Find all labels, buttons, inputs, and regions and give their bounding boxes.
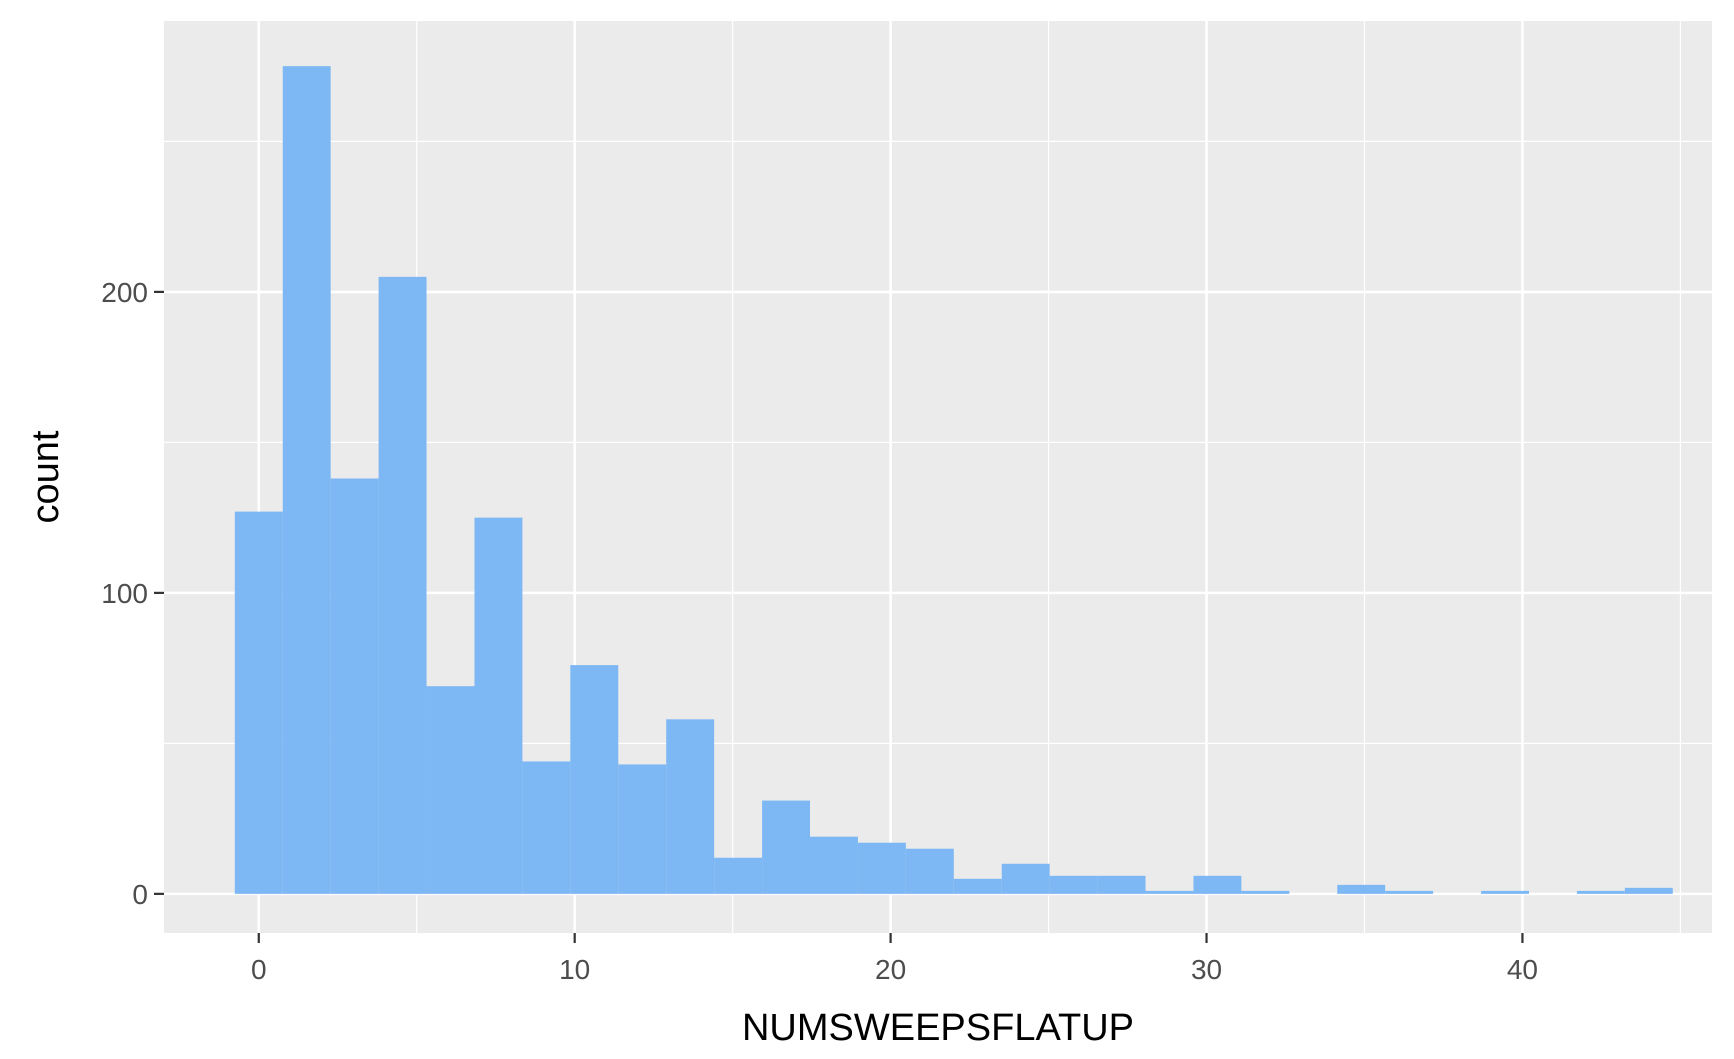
histogram-bar xyxy=(953,878,1002,894)
histogram-bar xyxy=(905,848,954,894)
histogram-bar xyxy=(809,836,858,894)
histogram-bar xyxy=(330,478,379,894)
histogram-bar xyxy=(474,517,523,894)
histogram-bar xyxy=(1097,875,1146,894)
histogram-bar xyxy=(1145,890,1194,894)
x-tick-label: 30 xyxy=(1191,954,1222,985)
histogram-bar xyxy=(1481,890,1529,894)
x-tick-label: 10 xyxy=(559,954,590,985)
histogram-bar xyxy=(1337,884,1386,894)
histogram-bar xyxy=(714,857,763,894)
minor-gridlines xyxy=(164,21,1712,933)
y-tick-label: 0 xyxy=(132,879,148,910)
histogram-bar xyxy=(426,686,475,894)
x-tick-label: 40 xyxy=(1507,954,1538,985)
histogram-bar xyxy=(857,842,906,894)
y-tick-label: 100 xyxy=(101,578,148,609)
histogram-bar xyxy=(666,719,715,894)
y-axis-title: count xyxy=(25,430,67,523)
histogram-bar xyxy=(1001,863,1050,894)
histogram-bar xyxy=(1193,875,1242,894)
histogram-bar xyxy=(618,764,667,894)
y-axis: 0 100 200 xyxy=(101,277,164,910)
histogram-bar xyxy=(378,276,427,894)
histogram-bar xyxy=(234,511,283,894)
y-tick-label: 200 xyxy=(101,277,148,308)
histogram-bar xyxy=(1624,887,1673,894)
histogram-bar xyxy=(1385,890,1434,894)
x-tick-label: 20 xyxy=(875,954,906,985)
x-axis: 0 10 20 30 40 xyxy=(251,933,1538,985)
histogram-bar xyxy=(522,761,571,894)
histogram-bars xyxy=(234,66,1673,894)
histogram-bar xyxy=(1049,875,1098,894)
histogram-bar xyxy=(1241,890,1290,894)
histogram-bar xyxy=(762,800,810,894)
x-tick-label: 0 xyxy=(251,954,267,985)
x-axis-title: NUMSWEEPSFLATUP xyxy=(742,1007,1134,1049)
histogram-bar xyxy=(570,665,619,894)
histogram-bar xyxy=(1576,890,1625,894)
histogram-bar xyxy=(282,66,331,894)
